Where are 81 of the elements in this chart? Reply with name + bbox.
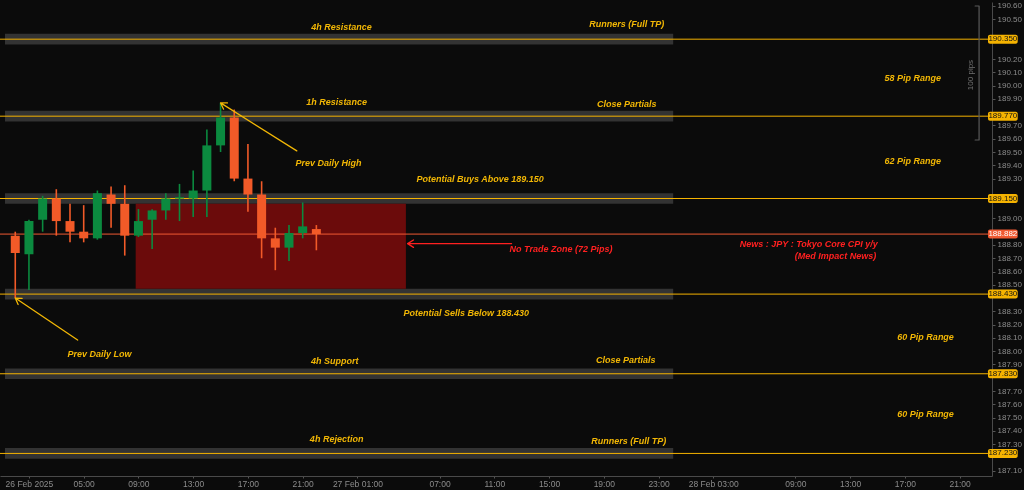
y-tick-label: 187.60 — [997, 399, 1023, 409]
x-tick-label: 28 Feb 03:00 — [688, 478, 740, 489]
annotation: Prev Daily Low — [67, 349, 133, 360]
ref-line-label: 188.430 — [988, 289, 1018, 299]
candlestick — [147, 208, 157, 250]
x-tick-label: 11:00 — [484, 478, 506, 489]
annotation: Prev Daily High — [295, 157, 362, 168]
annotation: 4h Resistance — [310, 22, 372, 32]
y-tick-label: 188.20 — [997, 320, 1023, 330]
y-tick-label: 190.20 — [997, 54, 1023, 64]
y-tick-label: 187.30 — [997, 439, 1023, 449]
candlestick — [175, 183, 184, 222]
y-tick-label: 190.50 — [997, 14, 1023, 24]
ref-line-label: 189.150 — [988, 193, 1018, 203]
x-tick-label: 27 Feb 01:00 — [332, 478, 384, 489]
y-tick-label: 189.30 — [997, 174, 1023, 184]
annotation: 58 Pip Range — [884, 73, 942, 83]
annotation: 4h Support — [309, 356, 360, 366]
candlestick — [161, 192, 171, 221]
annotation: Runners (Full TP) — [589, 19, 665, 29]
annotation: 60 Pip Range — [897, 409, 954, 419]
y-tick-label: 188.70 — [997, 253, 1023, 263]
ref-line-label: 187.230 — [988, 448, 1018, 458]
ref-line-label: 188.882 — [988, 229, 1018, 239]
y-tick-label: 188.50 — [997, 280, 1023, 290]
annotation: 60 Pip Range — [897, 332, 954, 342]
y-tick-label: 189.90 — [997, 94, 1023, 104]
x-tick-label: 26 Feb 2025 — [5, 478, 54, 489]
y-tick-label: 189.60 — [997, 134, 1023, 144]
annotation: No Trade Zone (72 Pips) — [509, 243, 613, 254]
annotation: 4h Rejection — [308, 434, 364, 444]
y-tick-label: 189.70 — [997, 120, 1023, 130]
y-tick-label: 189.00 — [997, 213, 1023, 223]
y-tick-label: 190.10 — [997, 67, 1023, 77]
annotation: Potential Sells Below 188.430 — [403, 308, 530, 318]
x-tick-label: 05:00 — [73, 478, 96, 489]
x-tick-label: 21:00 — [949, 478, 972, 489]
annotation: 100 pips — [966, 59, 976, 91]
y-tick-label: 189.50 — [997, 147, 1023, 157]
x-tick-label: 07:00 — [429, 478, 451, 489]
x-tick-label: 15:00 — [538, 478, 561, 489]
annotation: 62 Pip Range — [884, 156, 942, 166]
ref-line-label: 190.350 — [988, 34, 1018, 44]
candlestick — [38, 195, 48, 233]
y-tick-label: 187.70 — [997, 386, 1023, 396]
annotation: (Med Impact News) — [794, 251, 877, 261]
x-tick-label: 17:00 — [237, 478, 260, 489]
candlestick — [243, 143, 253, 213]
x-tick-label: 13:00 — [840, 478, 862, 489]
x-tick-label: 19:00 — [593, 478, 616, 489]
y-tick-label: 190.60 — [997, 1, 1023, 11]
y-tick-label: 187.10 — [997, 466, 1023, 476]
ref-line-label: 189.770 — [988, 111, 1018, 121]
y-tick-label: 188.60 — [997, 267, 1023, 277]
candlestick — [284, 224, 294, 262]
x-tick-label: 23:00 — [648, 478, 670, 489]
x-tick-label: 09:00 — [785, 478, 807, 489]
annotation: Potential Buys Above 189.150 — [416, 174, 544, 184]
y-tick-label: 188.80 — [997, 240, 1023, 250]
y-tick-label: 187.90 — [997, 359, 1023, 369]
candlestick — [188, 169, 198, 218]
annotation: Close Partials — [596, 99, 657, 109]
x-tick-label: 21:00 — [292, 478, 315, 489]
candlestick — [298, 201, 308, 240]
annotation: News : JPY : Tokyo Core CPI y/y — [739, 239, 879, 249]
annotation: 1h Resistance — [306, 97, 367, 107]
candlestick — [106, 185, 116, 229]
annotation: Runners (Full TP) — [591, 436, 667, 446]
x-tick-label: 09:00 — [128, 478, 150, 489]
y-tick-label: 188.30 — [997, 306, 1023, 316]
y-tick-label: 189.40 — [997, 160, 1023, 170]
candlestick — [133, 208, 143, 238]
y-tick-label: 187.50 — [997, 413, 1023, 423]
ref-line-label: 187.830 — [988, 368, 1018, 378]
y-tick-label: 187.40 — [997, 426, 1023, 436]
x-tick-label: 13:00 — [183, 478, 205, 489]
y-tick-label: 188.10 — [997, 333, 1023, 343]
y-tick-label: 190.00 — [997, 81, 1023, 91]
annotation: Close Partials — [595, 355, 656, 365]
x-tick-label: 17:00 — [894, 478, 917, 489]
y-tick-label: 188.00 — [997, 346, 1023, 356]
